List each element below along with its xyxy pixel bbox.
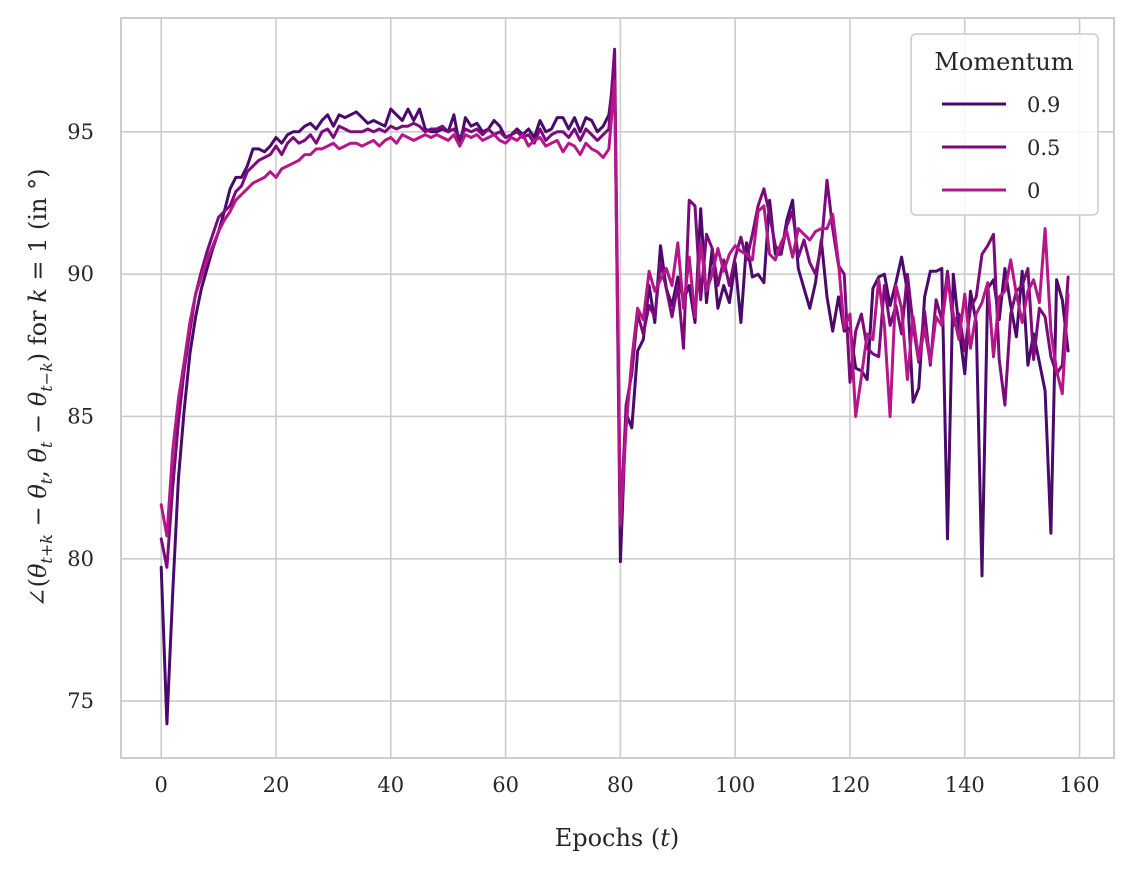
series-line-0 (159, 79, 1070, 538)
series-layer (159, 47, 1070, 726)
x-tick-label: 40 (377, 773, 404, 797)
x-tick-labels: 0 20 40 60 80 100 120 140 160 (154, 773, 1099, 797)
y-tick-label: 90 (67, 262, 94, 286)
x-tick-label: 120 (830, 773, 870, 797)
x-axis-label: Epochs (t) (555, 824, 680, 852)
x-tick-label: 80 (607, 773, 634, 797)
x-tick-label: 100 (715, 773, 755, 797)
x-tick-label: 140 (945, 773, 985, 797)
x-tick-label: 20 (263, 773, 290, 797)
legend-box (910, 33, 1099, 216)
legend-label: 0.5 (1027, 136, 1060, 160)
y-tick-labels: 75 80 85 90 95 (67, 120, 94, 713)
x-tick-label: 160 (1060, 773, 1100, 797)
legend-label: 0.9 (1027, 93, 1060, 117)
y-tick-label: 80 (67, 547, 94, 571)
y-tick-label: 75 (67, 689, 94, 713)
plot-frame (120, 17, 1115, 759)
y-tick-label: 85 (67, 404, 94, 428)
legend: Momentum 0.9 0.5 0 (910, 33, 1099, 216)
y-axis-label: ∠(θt+k − θt, θt − θt−k) for k = 1 (in °) (24, 168, 56, 607)
svg-text:∠(θt+k − θt, θt − θt−k) for k: ∠(θt+k − θt, θt − θt−k) for k = 1 (in °) (24, 168, 56, 607)
legend-label: 0 (1027, 179, 1040, 203)
x-tick-label: 0 (154, 773, 167, 797)
legend-title: Momentum (934, 48, 1074, 76)
x-tick-label: 60 (492, 773, 519, 797)
y-tick-label: 95 (67, 120, 94, 144)
